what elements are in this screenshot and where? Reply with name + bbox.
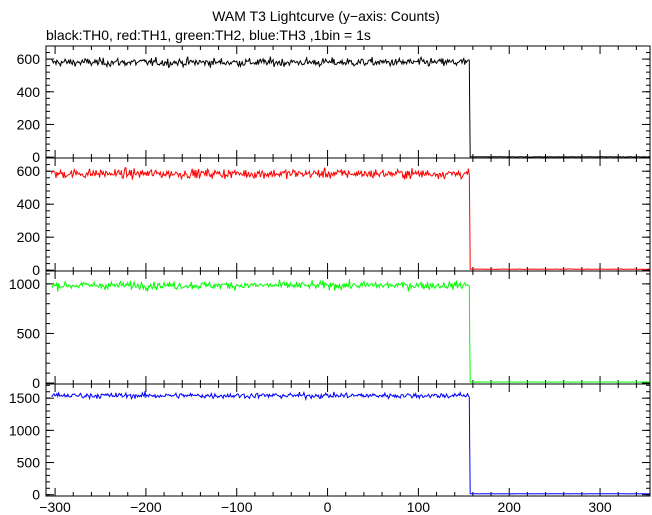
y-tick-label: 200 xyxy=(17,229,41,245)
y-tick-label: 400 xyxy=(17,84,41,100)
y-tick-label: 0 xyxy=(32,262,40,278)
y-tick-label: 600 xyxy=(17,51,41,67)
y-tick-label: 500 xyxy=(17,455,41,471)
series-line-th3 xyxy=(51,390,651,495)
x-tick-label: 100 xyxy=(407,499,431,515)
y-tick-label: 0 xyxy=(32,487,40,503)
y-tick-label: 0 xyxy=(32,149,40,165)
series-line-th1 xyxy=(50,167,651,270)
y-tick-label: 1000 xyxy=(9,276,40,292)
panel-frame xyxy=(45,383,651,497)
y-tick-label: 500 xyxy=(17,325,41,341)
x-tick-label: 200 xyxy=(498,499,522,515)
x-tick-label: 0 xyxy=(324,499,332,515)
y-tick-label: 600 xyxy=(17,163,41,179)
chart-subtitle: black:TH0, red:TH1, green:TH2, blue:TH3 … xyxy=(46,27,371,43)
x-tick-label: −300 xyxy=(39,499,71,515)
series-line-th0 xyxy=(51,55,651,158)
x-tick-label: 300 xyxy=(588,499,612,515)
x-tick-label: −200 xyxy=(130,499,162,515)
y-tick-label: 0 xyxy=(32,375,40,391)
y-tick-label: 1000 xyxy=(9,422,40,438)
series-line-th2 xyxy=(51,279,651,383)
chart-title: WAM T3 Lightcurve (y−axis: Counts) xyxy=(212,8,440,24)
y-tick-label: 400 xyxy=(17,196,41,212)
y-tick-label: 1500 xyxy=(9,390,40,406)
panel-frame xyxy=(45,270,651,385)
x-tick-label: −100 xyxy=(221,499,253,515)
y-tick-label: 200 xyxy=(17,116,41,132)
